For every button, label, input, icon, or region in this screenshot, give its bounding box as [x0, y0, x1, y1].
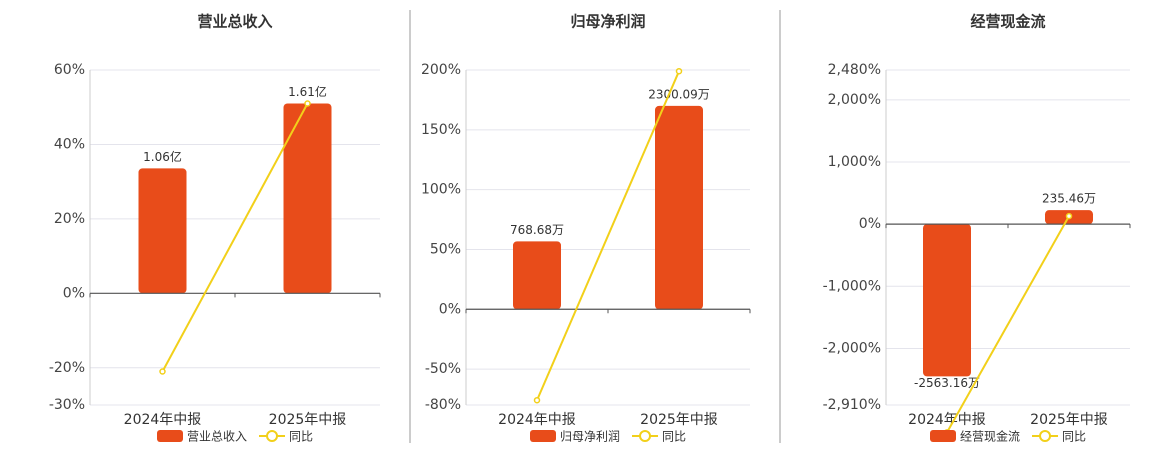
line — [536, 70, 680, 401]
x-tick-label: 2024年中报 — [124, 412, 202, 428]
y-tick-label: 50% — [430, 241, 461, 257]
y-tick-label: 40% — [54, 136, 85, 152]
legend-label: 经营现金流 — [960, 429, 1020, 444]
legend-swatch — [639, 430, 652, 442]
legend-swatch — [530, 430, 556, 442]
y-tick-label: 100% — [421, 182, 461, 198]
y-tick-label: 150% — [421, 122, 461, 138]
y-tick-label: 1,000% — [828, 154, 881, 170]
bar — [513, 241, 561, 310]
chart-title: 经营现金流 — [970, 13, 1045, 31]
value-label: 2300.09万 — [648, 87, 710, 101]
bar — [655, 105, 703, 310]
line-marker — [1065, 212, 1073, 220]
bar — [138, 168, 187, 294]
y-tick-label: -1,000% — [823, 278, 881, 294]
y-tick-label: -80% — [425, 397, 461, 413]
legend-label: 营业总收入 — [187, 430, 247, 444]
value-label: 1.06亿 — [143, 149, 182, 164]
line — [161, 103, 309, 372]
y-tick-label: -50% — [425, 361, 461, 377]
y-tick-label: 2,480% — [828, 62, 881, 78]
y-tick-label: -20% — [49, 360, 85, 376]
y-tick-label: 2,000% — [828, 92, 881, 108]
line-marker — [159, 368, 166, 375]
bar — [283, 103, 332, 294]
y-tick-label: 0% — [63, 285, 85, 301]
y-tick-label: 200% — [421, 62, 461, 78]
x-tick-label: 2024年中报 — [908, 412, 986, 428]
legend-label: 归母净利润 — [560, 430, 620, 444]
x-tick-label: 2024年中报 — [498, 412, 576, 428]
y-tick-label: 0% — [859, 216, 881, 232]
value-label: 768.68万 — [510, 223, 564, 237]
legend-label: 同比 — [662, 430, 686, 444]
line-marker — [304, 100, 311, 107]
x-tick-label: 2025年中报 — [269, 412, 347, 428]
value-label: -2563.16万 — [914, 376, 980, 390]
y-tick-label: -2,910% — [823, 397, 881, 413]
y-tick-label: 0% — [439, 301, 461, 317]
line-marker — [533, 396, 541, 404]
legend-swatch — [930, 430, 956, 442]
chart-title: 营业总收入 — [197, 13, 272, 31]
legend-swatch — [266, 430, 279, 442]
x-tick-label: 2025年中报 — [640, 412, 718, 428]
y-tick-label: 60% — [54, 62, 85, 78]
value-label: 1.61亿 — [288, 84, 327, 99]
legend-label: 同比 — [289, 430, 313, 444]
y-tick-label: -30% — [49, 397, 85, 413]
legend-swatch — [157, 430, 183, 442]
value-label: 235.46万 — [1042, 192, 1096, 206]
legend-label: 同比 — [1062, 430, 1086, 444]
y-tick-label: 20% — [54, 211, 85, 227]
chart-title: 归母净利润 — [570, 13, 645, 31]
y-tick-label: -2,000% — [823, 340, 881, 356]
line-marker — [675, 67, 683, 75]
legend-swatch — [1039, 430, 1052, 442]
bar — [923, 224, 971, 377]
x-tick-label: 2025年中报 — [1030, 412, 1108, 428]
line — [946, 215, 1070, 433]
